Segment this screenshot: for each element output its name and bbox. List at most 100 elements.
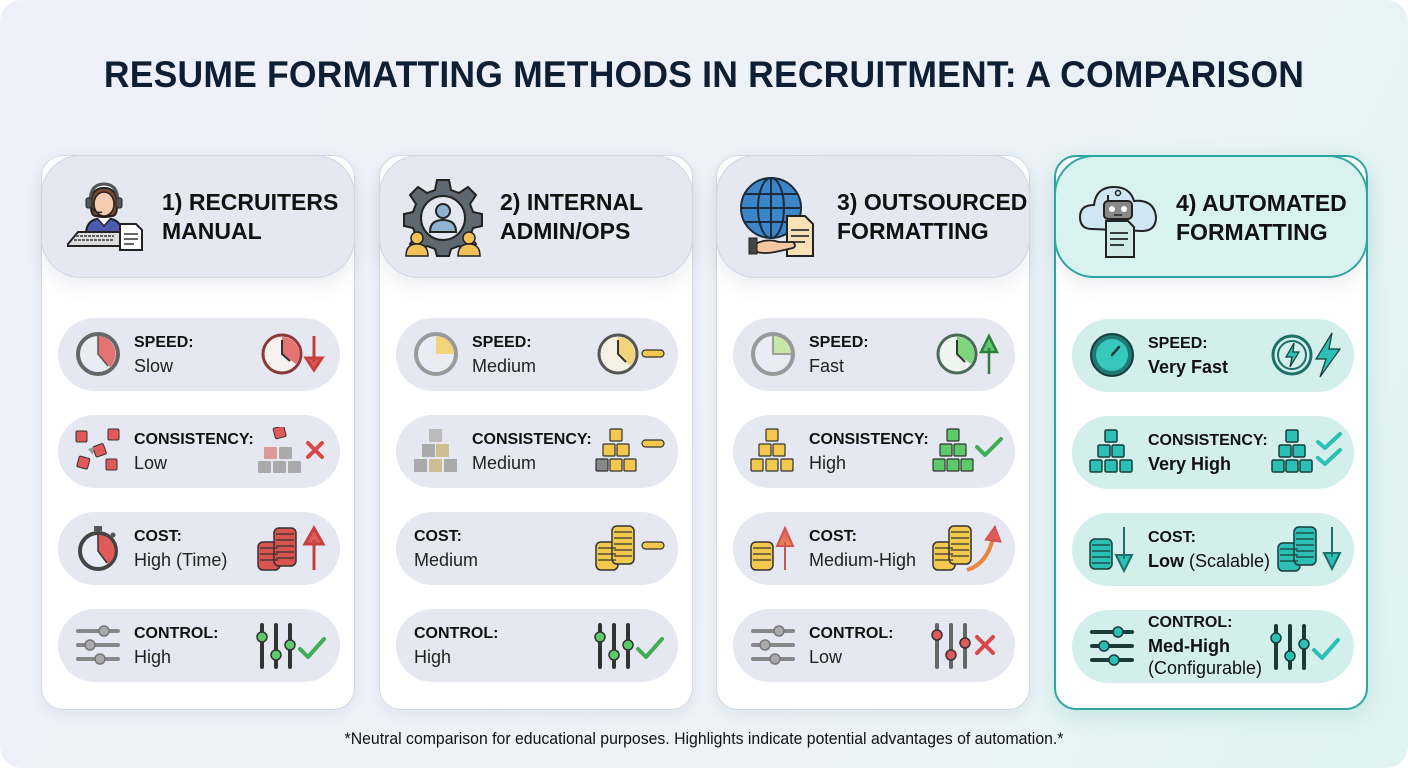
teal-blocks-icon <box>1088 428 1136 476</box>
metric-label: COST: <box>134 528 182 545</box>
metric-value: High <box>134 647 172 667</box>
metric-label: SPEED: <box>472 334 532 351</box>
coins-arrow-up-icon <box>256 524 330 572</box>
method-card-internal-admin-ops: 2) INTERNAL ADMIN/OPS SPEED: Medium CONS… <box>379 155 693 710</box>
metric-consistency: CONSISTENCY: Low <box>58 415 340 488</box>
sliders-icon <box>74 621 122 669</box>
sliders-icon <box>749 621 797 669</box>
metric-control: CONTROL: Med-High (Configurable) <box>1072 610 1354 683</box>
method-card-automated-formatting: 4) AUTOMATED FORMATTING SPEED: Very Fast… <box>1054 155 1368 710</box>
coins-dash-icon <box>594 524 668 572</box>
card-title: 2) INTERNAL ADMIN/OPS <box>500 189 644 244</box>
blocks-double-check-icon <box>1270 428 1344 476</box>
metric-label: COST: <box>809 528 857 545</box>
scattered-blocks-icon <box>74 427 122 475</box>
red-pie-timer-icon <box>74 330 122 378</box>
value-note: (Scalable) <box>1184 551 1271 571</box>
coins-curve-up-icon <box>931 524 1005 572</box>
value-bold: Med-High <box>1148 636 1230 656</box>
lightning-icon <box>1270 331 1344 379</box>
metric-value: Low (Scalable) <box>1148 551 1270 572</box>
metric-value: Slow <box>134 356 174 376</box>
blocks-check-icon <box>931 427 1005 475</box>
metric-consistency: CONSISTENCY: High <box>733 415 1015 488</box>
metric-value: Med-High (Configurable) <box>1148 635 1262 679</box>
metric-value: Fast <box>809 356 845 376</box>
coins-arrow-up-icon <box>749 524 797 572</box>
stopwatch-icon <box>74 524 122 572</box>
metric-label: CONTROL: <box>414 625 499 642</box>
sliders-check-icon <box>594 621 668 669</box>
clock-dash-icon <box>594 330 668 378</box>
metric-label: SPEED: <box>134 334 194 351</box>
card-title: 1) RECRUITERS MANUAL <box>162 189 339 244</box>
metric-value: Very High <box>1148 454 1232 474</box>
metric-cost: COST: High (Time) <box>58 512 340 585</box>
blocks-dash-icon <box>594 427 668 475</box>
value-bold: Low <box>1148 551 1184 571</box>
sliders-check-icon <box>256 621 330 669</box>
card-title: 4) AUTOMATED FORMATTING <box>1176 190 1347 245</box>
metric-speed: SPEED: Very Fast <box>1072 319 1354 392</box>
metric-value: High <box>414 647 452 667</box>
metric-label: CONSISTENCY: <box>472 431 592 448</box>
yellow-blocks-icon <box>749 427 797 475</box>
metric-label: CONSISTENCY: <box>1148 432 1268 449</box>
metric-label: COST: <box>414 528 462 545</box>
clock-arrow-up-icon <box>931 330 1005 378</box>
metric-control: CONTROL: Low <box>733 609 1015 682</box>
method-card-recruiters-manual: 1) RECRUITERS MANUAL SPEED: Slow CONSIST… <box>41 155 355 710</box>
metric-cost: COST: Medium <box>396 512 678 585</box>
metric-label: CONSISTENCY: <box>809 431 929 448</box>
metric-label: SPEED: <box>809 334 869 351</box>
footnote: *Neutral comparison for educational purp… <box>344 729 1064 748</box>
card-header: 3) OUTSOURCED FORMATTING <box>716 155 1030 278</box>
metric-value: High (Time) <box>134 550 228 570</box>
metric-cost: COST: Medium-High <box>733 512 1015 585</box>
card-title: 3) OUTSOURCED FORMATTING <box>837 189 1028 244</box>
metric-label: CONTROL: <box>134 625 219 642</box>
sliders-x-icon <box>931 621 1005 669</box>
metric-value: Medium-High <box>809 550 917 570</box>
metric-consistency: CONSISTENCY: Very High <box>1072 416 1354 489</box>
metric-speed: SPEED: Slow <box>58 318 340 391</box>
metric-value: High <box>809 453 847 473</box>
teal-sliders-icon <box>1088 622 1136 670</box>
clock-arrow-down-icon <box>256 330 330 378</box>
green-pie-timer-icon <box>749 330 797 378</box>
yellow-pie-timer-icon <box>412 330 460 378</box>
coins-arrow-down-icon <box>1276 525 1346 573</box>
metric-label: COST: <box>1148 529 1196 546</box>
value-note: (Configurable) <box>1148 658 1263 678</box>
metric-label: SPEED: <box>1148 335 1208 352</box>
metric-speed: SPEED: Fast <box>733 318 1015 391</box>
globe-document-hand-icon <box>739 176 821 258</box>
gear-team-icon <box>402 176 484 258</box>
metric-speed: SPEED: Medium <box>396 318 678 391</box>
faded-blocks-icon <box>412 427 460 475</box>
recruiter-headset-keyboard-icon <box>64 176 146 258</box>
page-title: RESUME FORMATTING METHODS IN RECRUITMENT… <box>103 54 1305 95</box>
metric-value: Medium <box>472 356 537 376</box>
card-header: 4) AUTOMATED FORMATTING <box>1054 155 1368 278</box>
metric-control: CONTROL: High <box>58 609 340 682</box>
cloud-robot-document-icon <box>1078 177 1160 259</box>
card-header: 1) RECRUITERS MANUAL <box>41 155 355 278</box>
metric-value: Medium <box>414 550 479 570</box>
gauge-icon <box>1088 331 1136 379</box>
metric-control: CONTROL: High <box>396 609 678 682</box>
metric-value: Low <box>134 453 168 473</box>
metric-label: CONTROL: <box>1148 614 1233 631</box>
metric-value: Medium <box>472 453 537 473</box>
metric-value: Low <box>809 647 843 667</box>
method-card-outsourced-formatting: 3) OUTSOURCED FORMATTING SPEED: Fast CON… <box>716 155 1030 710</box>
sliders-check-icon <box>1270 622 1344 670</box>
metric-label: CONSISTENCY: <box>134 431 254 448</box>
metric-consistency: CONSISTENCY: Medium <box>396 415 678 488</box>
card-header: 2) INTERNAL ADMIN/OPS <box>379 155 693 278</box>
blocks-x-icon <box>256 427 330 475</box>
metric-label: CONTROL: <box>809 625 894 642</box>
metric-value: Very Fast <box>1148 357 1229 377</box>
metric-cost: COST: Low (Scalable) <box>1072 513 1354 586</box>
coins-arrow-down-icon <box>1088 525 1136 573</box>
